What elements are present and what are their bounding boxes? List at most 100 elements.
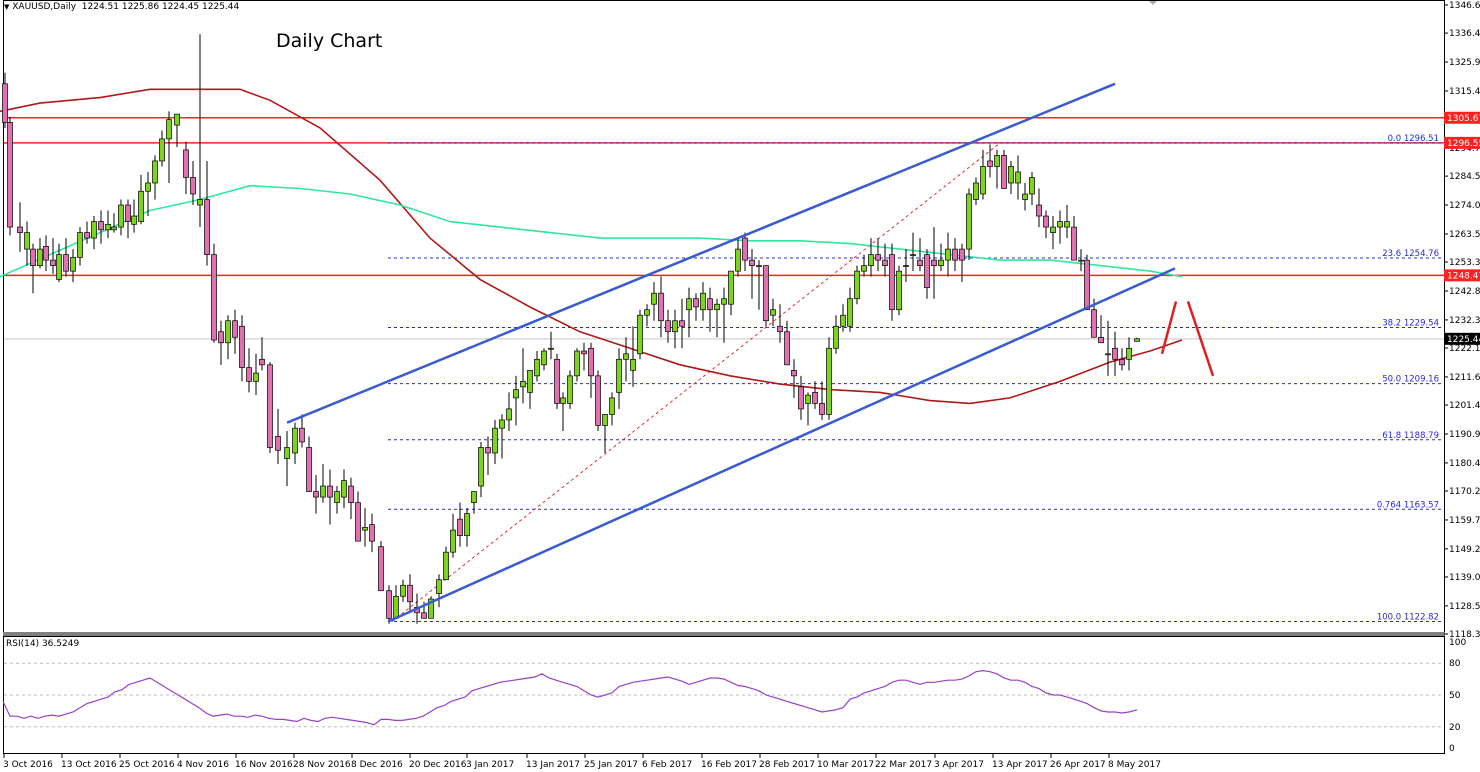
bullish-candle[interactable] [1057,221,1063,228]
bullish-candle[interactable] [174,113,180,126]
bearish-candle[interactable] [742,237,748,261]
bullish-candle[interactable] [1029,177,1035,195]
bullish-candle[interactable] [320,485,326,498]
bearish-candle[interactable] [7,122,13,228]
triangle-down-icon[interactable]: ▼ [4,3,10,11]
bearish-candle[interactable] [763,265,769,322]
bearish-candle[interactable] [43,246,49,261]
bullish-candle[interactable] [770,309,776,316]
bullish-candle[interactable] [630,358,636,371]
bullish-candle[interactable] [861,265,867,272]
bullish-candle[interactable] [1008,166,1014,184]
bearish-candle[interactable] [355,502,361,542]
bullish-candle[interactable] [833,325,839,349]
bullish-candle[interactable] [334,491,340,503]
bearish-candle[interactable] [819,403,825,415]
bullish-candle[interactable] [492,427,498,454]
bearish-candle[interactable] [259,358,265,366]
bullish-candle[interactable] [1078,259,1084,262]
channel-lower-trendline[interactable] [387,267,1176,623]
bullish-candle[interactable] [840,314,846,327]
bearish-candle[interactable] [299,427,305,443]
bearish-candle[interactable] [457,518,463,536]
bearish-candle[interactable] [30,248,36,266]
bearish-candle[interactable] [369,524,375,542]
bearish-candle[interactable] [875,254,881,261]
bullish-candle[interactable] [1022,193,1028,200]
bearish-candle[interactable] [693,298,699,308]
bearish-candle[interactable] [313,491,319,498]
bullish-candle[interactable] [1126,347,1132,360]
bearish-candle[interactable] [679,320,685,327]
bullish-candle[interactable] [131,215,137,225]
bearish-candle[interactable] [2,83,8,123]
bullish-candle[interactable] [623,353,629,360]
bearish-candle[interactable] [798,386,804,410]
bullish-candle[interactable] [756,265,762,267]
bearish-candle[interactable] [183,149,189,178]
bullish-candle[interactable] [805,394,811,404]
bullish-candle[interactable] [721,298,727,305]
bullish-candle[interactable] [910,254,916,256]
channel-upper-trendline[interactable] [286,82,1116,424]
bearish-candle[interactable] [1112,347,1118,360]
bearish-candle[interactable] [931,259,937,266]
bullish-candle[interactable] [138,190,144,222]
bullish-candle[interactable] [1105,353,1111,356]
bullish-candle[interactable] [341,480,347,498]
bullish-candle[interactable] [1064,221,1070,228]
bearish-candle[interactable] [952,248,958,261]
bullish-candle[interactable] [994,155,1000,167]
bullish-candle[interactable] [548,347,554,350]
bearish-candle[interactable] [707,298,713,311]
bearish-candle[interactable] [889,254,895,311]
bullish-candle[interactable] [826,347,832,415]
bullish-candle[interactable] [159,138,165,162]
bearish-candle[interactable] [239,325,245,368]
bearish-candle[interactable] [1119,358,1125,366]
bullish-candle[interactable] [567,375,573,404]
bullish-candle[interactable] [966,193,972,250]
bearish-candle[interactable] [485,447,491,454]
bearish-candle[interactable] [784,331,790,366]
bullish-candle[interactable] [56,254,62,280]
bullish-candle[interactable] [903,265,909,267]
bullish-candle[interactable] [91,221,97,239]
projection-arrow-line[interactable] [1186,301,1215,377]
bullish-candle[interactable] [574,350,580,377]
bullish-candle[interactable] [714,303,720,311]
bearish-candle[interactable] [581,350,587,355]
bullish-candle[interactable] [499,419,505,429]
chart-shift-marker-icon[interactable] [1149,1,1157,5]
bullish-candle[interactable] [973,182,979,200]
bullish-candle[interactable] [253,372,259,382]
bearish-candle[interactable] [306,447,312,492]
bullish-candle[interactable] [616,358,622,393]
bullish-candle[interactable] [1015,171,1021,184]
bearish-candle[interactable] [924,254,930,289]
bullish-candle[interactable] [602,414,608,426]
bearish-candle[interactable] [987,160,993,167]
bullish-candle[interactable] [513,389,519,399]
bullish-candle[interactable] [70,257,76,272]
bearish-candle[interactable] [17,226,23,233]
bullish-candle[interactable] [471,491,477,503]
bearish-candle[interactable] [327,485,333,498]
fib-trend-line[interactable] [391,142,1001,622]
bearish-candle[interactable] [749,259,755,266]
bearish-candle[interactable] [1043,215,1049,228]
bullish-candle[interactable] [1134,338,1140,342]
bullish-candle[interactable] [197,199,203,206]
projection-arrow-line[interactable] [1160,301,1178,355]
bullish-candle[interactable] [152,160,158,184]
bullish-candle[interactable] [436,579,442,594]
bearish-candle[interactable] [1036,204,1042,217]
bullish-candle[interactable] [393,595,399,619]
bullish-candle[interactable] [534,358,540,377]
bullish-candle[interactable] [478,447,484,487]
bearish-candle[interactable] [50,259,56,266]
bullish-candle[interactable] [362,527,368,531]
bullish-candle[interactable] [520,381,526,388]
bearish-candle[interactable] [917,259,923,266]
